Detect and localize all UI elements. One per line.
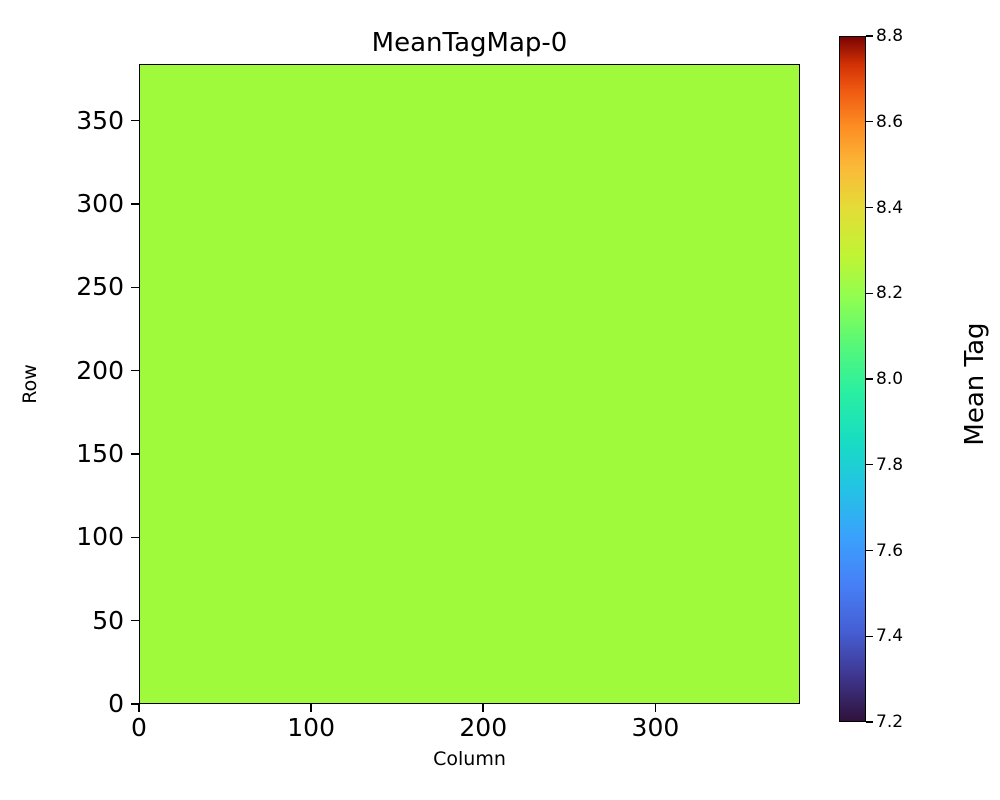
colorbar-tick-label: 8.6 (876, 111, 904, 132)
colorbar-tick-label: 8.2 (876, 283, 904, 304)
y-tick-label-wrap: 250 (0, 274, 124, 299)
x-tick-label-wrap: 300 (595, 714, 715, 742)
colorbar-tick-mark (866, 721, 873, 723)
x-axis-label: Column (433, 748, 506, 770)
colorbar-tick-label-wrap: 8.0 (876, 369, 936, 389)
x-tick-mark (654, 704, 657, 712)
colorbar-tick-label-wrap: 7.8 (876, 455, 936, 475)
colorbar-tick-mark (866, 292, 873, 294)
colorbar (839, 36, 866, 722)
colorbar-gradient (840, 37, 865, 721)
page-title: MeanTagMap-0 (371, 28, 568, 58)
heatmap-image (140, 65, 799, 703)
y-tick-label-wrap: 350 (0, 108, 124, 133)
y-tick-mark (131, 703, 139, 705)
colorbar-tick-label: 7.8 (876, 454, 904, 475)
y-tick-label: 200 (76, 355, 124, 385)
y-tick-mark (131, 369, 139, 372)
colorbar-tick-label-wrap: 8.4 (876, 198, 936, 218)
colorbar-tick-mark (866, 464, 873, 466)
colorbar-tick-mark (866, 549, 873, 552)
colorbar-tick-label-wrap: 8.2 (876, 283, 936, 303)
colorbar-tick-label-wrap: 8.6 (876, 112, 936, 132)
x-tick-label: 0 (131, 713, 147, 742)
colorbar-label: Mean Tag (960, 322, 990, 446)
colorbar-tick-mark (866, 378, 873, 380)
colorbar-tick-label: 7.4 (876, 626, 904, 647)
colorbar-tick-label-wrap: 8.8 (876, 26, 936, 46)
y-tick-label: 150 (76, 439, 124, 468)
colorbar-tick-label: 7.6 (876, 540, 904, 561)
y-tick-mark (131, 119, 139, 122)
y-tick-label-wrap: 100 (0, 524, 124, 549)
colorbar-tick-label-wrap: 7.2 (876, 712, 936, 732)
y-tick-label-wrap: 150 (0, 441, 124, 466)
x-tick-label: 300 (631, 713, 680, 742)
x-tick-label-wrap: 200 (423, 714, 543, 742)
x-tick-label-wrap: 0 (79, 714, 199, 742)
y-tick-mark (131, 286, 139, 289)
y-tick-mark (131, 453, 139, 455)
y-tick-label: 250 (76, 272, 124, 302)
y-tick-mark (131, 203, 139, 205)
heatmap-plot-area (139, 64, 800, 704)
x-tick-mark (310, 704, 312, 712)
colorbar-tick-mark (866, 206, 873, 209)
colorbar-tick-mark (866, 35, 873, 37)
y-tick-label: 100 (76, 522, 124, 552)
colorbar-tick-label-wrap: 7.6 (876, 541, 936, 561)
colorbar-tick-label: 7.2 (876, 712, 904, 732)
colorbar-tick-mark (866, 121, 873, 123)
colorbar-tick-label: 8.0 (876, 369, 904, 389)
y-tick-label: 50 (92, 605, 124, 635)
y-tick-label-wrap: 200 (0, 358, 124, 383)
y-tick-label: 350 (76, 105, 124, 135)
y-tick-label: 0 (108, 689, 124, 718)
x-tick-label: 100 (287, 713, 335, 742)
x-tick-mark (138, 704, 140, 712)
colorbar-tick-label-wrap: 7.4 (876, 626, 936, 646)
x-tick-mark (482, 704, 485, 712)
y-tick-label-wrap: 300 (0, 191, 124, 216)
y-tick-label-wrap: 50 (0, 608, 124, 633)
y-axis-label: Row (19, 364, 41, 404)
y-tick-mark (131, 536, 139, 539)
colorbar-tick-mark (866, 635, 873, 637)
x-tick-label: 200 (459, 713, 508, 742)
y-tick-label-wrap: 0 (0, 691, 124, 716)
colorbar-tick-label: 8.4 (876, 197, 904, 218)
y-tick-label: 300 (76, 189, 124, 218)
y-tick-mark (131, 619, 139, 622)
x-tick-label-wrap: 100 (251, 714, 371, 742)
colorbar-tick-label: 8.8 (876, 26, 904, 46)
